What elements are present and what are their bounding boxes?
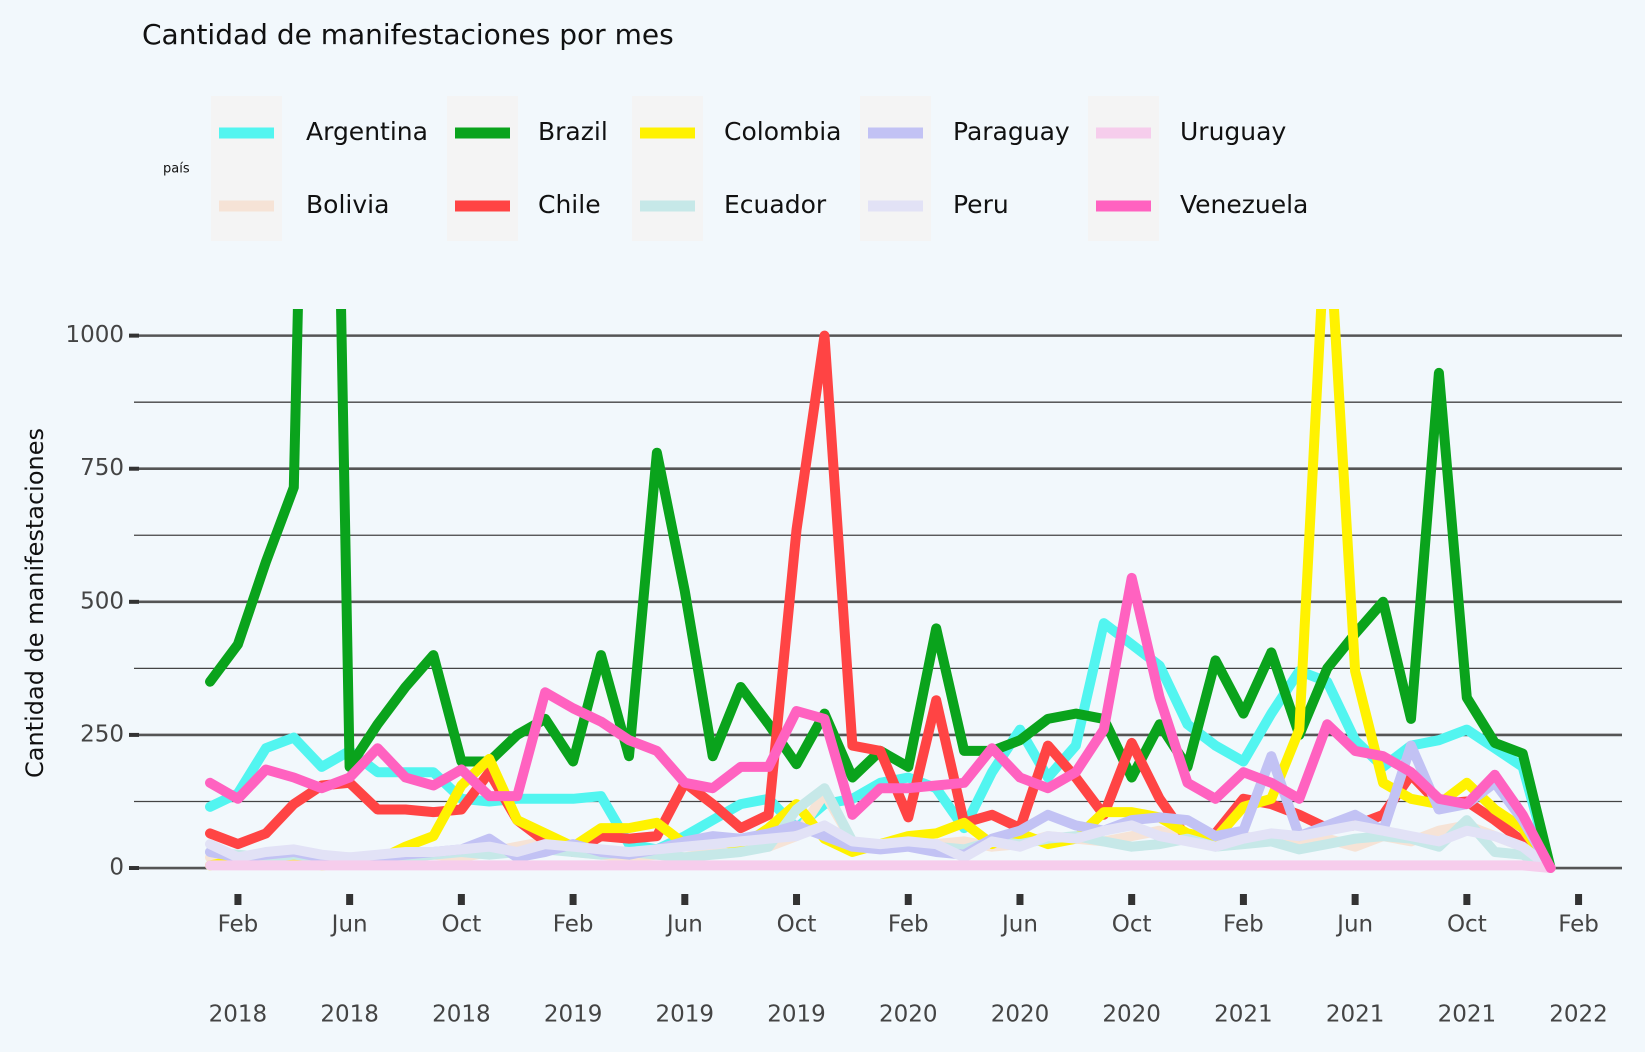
x-tick-year: 2020 [991,1002,1050,1028]
series-line [205,572,1556,873]
legend-label: Paraguay [953,117,1070,146]
series-line [205,820,1556,873]
x-tick-mark [234,894,242,905]
legend-label: Colombia [724,117,841,146]
legend-box [860,96,931,241]
x-tick-year: 2018 [432,1002,491,1028]
legend-label: Argentina [306,117,428,146]
x-tick-mark [1351,894,1359,905]
legend-label: Venezuela [1180,190,1308,219]
x-tick-mark [1128,894,1136,905]
x-tick-year: 2021 [1214,1002,1273,1028]
x-tick-mark [346,894,354,905]
x-tick-year: 2020 [879,1002,938,1028]
x-tick-label: Jun [665,912,703,938]
legend-label: Chile [538,190,601,219]
x-tick-label: Feb [1223,912,1264,938]
legend-label: Peru [953,190,1009,219]
x-tick-year: 2021 [1438,1002,1497,1028]
x-tick-label: Jun [1335,912,1373,938]
x-tick-label: Oct [1447,912,1487,938]
x-tick-mark [457,894,465,905]
legend-label: Brazil [538,117,608,146]
legend-box [632,96,703,241]
x-tick-year: 2019 [767,1002,826,1028]
x-tick-label: Jun [330,912,368,938]
x-tick-label: Oct [1112,912,1152,938]
x-tick-mark [793,894,801,905]
legend-label: Bolivia [306,190,389,219]
x-tick-mark [1239,894,1247,905]
x-tick-label: Feb [1558,912,1599,938]
x-tick-label: Feb [553,912,594,938]
x-tick-year: 2019 [544,1002,603,1028]
legend-title: país [163,162,190,177]
x-tick-mark [569,894,577,905]
x-tick-mark [1016,894,1024,905]
y-tick-label: 1000 [65,322,124,348]
y-tick-label: 500 [80,588,124,614]
legend-box [211,96,282,241]
legend-label: Uruguay [1180,117,1286,146]
y-tick-label: 0 [109,855,124,881]
x-tick-label: Feb [888,912,929,938]
x-tick-year: 2018 [209,1002,268,1028]
series-line [205,309,1556,873]
x-tick-label: Oct [777,912,817,938]
x-tick-label: Oct [441,912,481,938]
chart-title: Cantidad de manifestaciones por mes [142,18,674,51]
x-tick-year: 2018 [320,1002,379,1028]
y-axis-title: Cantidad de manifestaciones [21,428,49,778]
series-line [205,618,1556,873]
x-tick-mark [1575,894,1583,905]
legend-label: Ecuador [724,190,827,219]
x-tick-year: 2019 [656,1002,715,1028]
y-tick-label: 750 [80,455,124,481]
x-tick-label: Jun [1000,912,1038,938]
x-tick-year: 2021 [1326,1002,1385,1028]
lines [205,309,1556,873]
legend-box [1088,96,1159,241]
legend-box [447,96,518,241]
x-tick-year: 2020 [1102,1002,1161,1028]
x-tick-mark [904,894,912,905]
y-tick-label: 250 [80,721,124,747]
series-line [205,860,1556,873]
x-tick-year: 2022 [1549,1002,1608,1028]
x-tick-mark [681,894,689,905]
x-tick-mark [1463,894,1471,905]
x-tick-label: Feb [218,912,259,938]
